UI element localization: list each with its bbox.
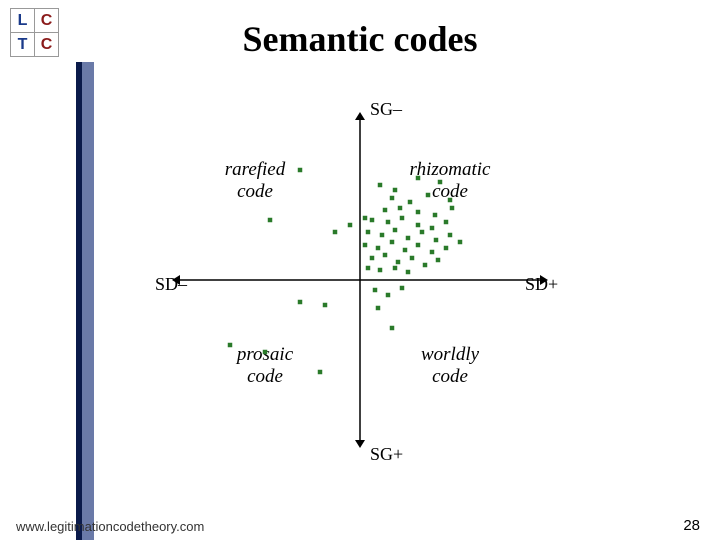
scatter-point	[318, 370, 323, 375]
scatter-point	[423, 263, 428, 268]
scatter-point	[393, 266, 398, 271]
scatter-point	[363, 243, 368, 248]
scatter-point	[376, 306, 381, 311]
scatter-point	[410, 256, 415, 261]
scatter-point	[370, 218, 375, 223]
scatter-point	[448, 198, 453, 203]
scatter-point	[370, 256, 375, 261]
scatter-point	[416, 243, 421, 248]
scatter-point	[333, 230, 338, 235]
scatter-point	[376, 246, 381, 251]
scatter-point	[416, 223, 421, 228]
axis-label-top: SG–	[370, 99, 403, 119]
scatter-point	[366, 230, 371, 235]
scatter-point	[393, 228, 398, 233]
scatter-point	[420, 230, 425, 235]
scatter-point	[390, 326, 395, 331]
scatter-point	[348, 223, 353, 228]
scatter-point	[448, 233, 453, 238]
scatter-point	[363, 216, 368, 221]
scatter-point	[406, 270, 411, 275]
scatter-point	[450, 206, 455, 211]
axis-label-left: SD–	[155, 274, 188, 294]
scatter-point	[393, 188, 398, 193]
scatter-point	[390, 240, 395, 245]
scatter-point	[444, 220, 449, 225]
scatter-point	[378, 268, 383, 273]
quadrant-label-top-left: rarefiedcode	[225, 159, 286, 202]
scatter-point	[400, 216, 405, 221]
quadrant-label-bottom-right: worldlycode	[421, 344, 480, 387]
slide-title: Semantic codes	[0, 18, 720, 60]
scatter-point	[268, 218, 273, 223]
scatter-point	[366, 266, 371, 271]
scatter-point	[323, 303, 328, 308]
scatter-point	[406, 236, 411, 241]
scatter-point	[398, 206, 403, 211]
scatter-point	[408, 200, 413, 205]
scatter-point	[386, 220, 391, 225]
scatter-point	[430, 226, 435, 231]
semantic-codes-chart: SG–SG+SD–SD+rarefiedcoderhizomaticcodepr…	[140, 90, 580, 470]
scatter-point	[426, 193, 431, 198]
scatter-point	[228, 343, 233, 348]
scatter-point	[416, 176, 421, 181]
scatter-point	[430, 250, 435, 255]
axis-label-bottom: SG+	[370, 444, 403, 464]
slide-number: 28	[683, 517, 700, 534]
scatter-point	[416, 210, 421, 215]
scatter-point	[458, 240, 463, 245]
sidebar-decoration	[0, 62, 100, 540]
scatter-point	[380, 233, 385, 238]
scatter-point	[263, 350, 268, 355]
scatter-point	[383, 208, 388, 213]
scatter-point	[434, 238, 439, 243]
scatter-point	[438, 180, 443, 185]
scatter-point	[298, 300, 303, 305]
scatter-point	[436, 258, 441, 263]
scatter-point	[390, 196, 395, 201]
footer-url: www.legitimationcodetheory.com	[16, 519, 204, 534]
scatter-point	[386, 293, 391, 298]
scatter-point	[383, 253, 388, 258]
scatter-point	[444, 246, 449, 251]
axis-label-right: SD+	[525, 274, 558, 294]
scatter-point	[373, 288, 378, 293]
scatter-point	[400, 286, 405, 291]
scatter-point	[403, 248, 408, 253]
scatter-point	[378, 183, 383, 188]
scatter-point	[396, 260, 401, 265]
scatter-point	[298, 168, 303, 173]
scatter-point	[433, 213, 438, 218]
quadrant-label-top-right: rhizomaticcode	[410, 159, 492, 202]
